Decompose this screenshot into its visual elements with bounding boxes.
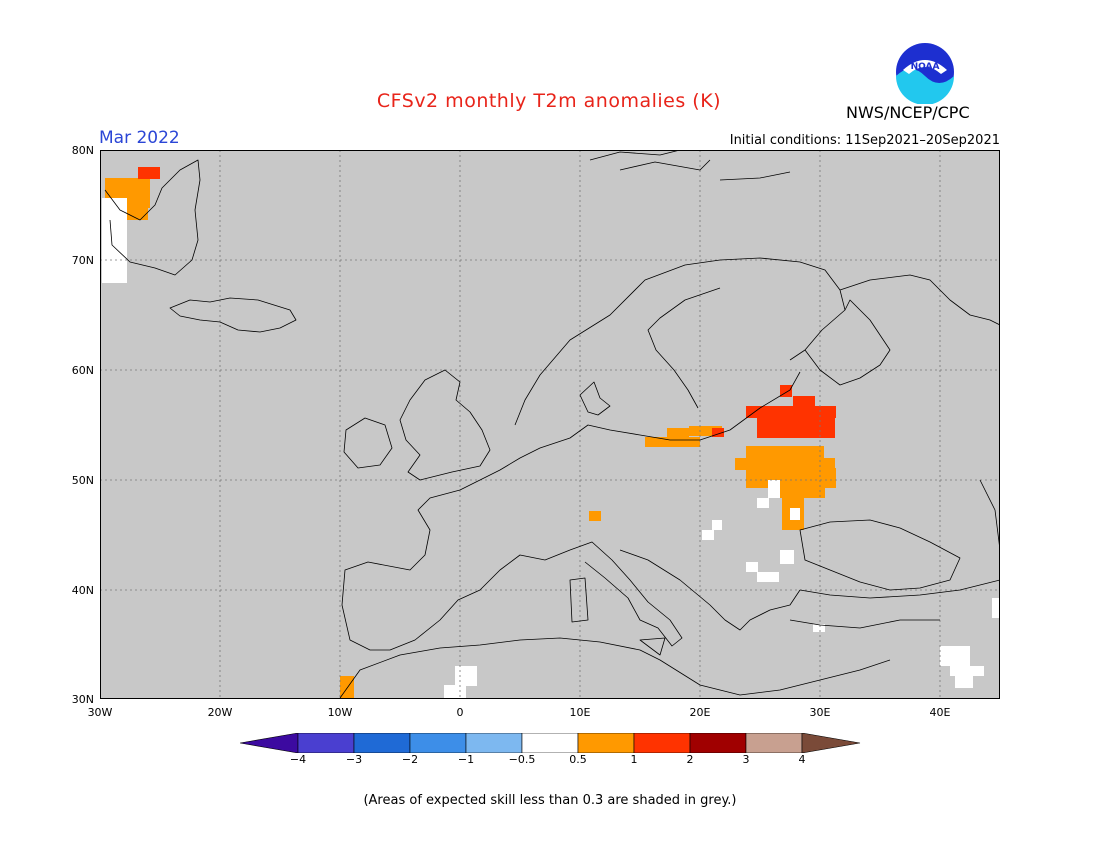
lat-label-30n: 30N xyxy=(71,693,94,706)
lat-label-80n: 80N xyxy=(71,144,94,157)
colorbar-label: −4 xyxy=(289,753,307,766)
colorbar-label: 0.5 xyxy=(569,753,587,766)
chart-title: CFSv2 monthly T2m anomalies (K) xyxy=(376,90,722,112)
colorbar-bin xyxy=(745,733,803,753)
colorbar-lower-arrow xyxy=(240,733,299,753)
lat-label-70n: 70N xyxy=(71,254,94,267)
lon-label-40e: 40E xyxy=(929,706,951,719)
colorbar-upper-arrow xyxy=(801,733,861,753)
anomaly-map xyxy=(100,150,1000,699)
colorbar-label: −0.5 xyxy=(508,753,536,766)
lon-label-0: 0 xyxy=(456,706,464,719)
lat-label-50n: 50N xyxy=(71,474,94,487)
noaa-logo: NOAA xyxy=(894,41,956,104)
month-label: Mar 2022 xyxy=(99,128,180,148)
colorbar-label: 2 xyxy=(686,753,694,766)
skill-footnote: (Areas of expected skill less than 0.3 a… xyxy=(363,793,737,808)
lon-label-10e: 10E xyxy=(569,706,591,719)
colorbar-label: −3 xyxy=(345,753,363,766)
colorbar-bin xyxy=(353,733,411,753)
colorbar-bin xyxy=(577,733,635,753)
colorbar xyxy=(240,733,861,753)
lat-label-60n: 60N xyxy=(71,364,94,377)
coastlines xyxy=(104,150,1000,699)
colorbar-bin xyxy=(689,733,747,753)
initial-conditions: Initial conditions: 11Sep2021–20Sep2021 xyxy=(729,133,1000,148)
colorbar-bin xyxy=(633,733,691,753)
lon-label-30e: 30E xyxy=(809,706,831,719)
colorbar-bin xyxy=(297,733,355,753)
colorbar-bin xyxy=(409,733,467,753)
lon-label-10w: 10W xyxy=(327,706,353,719)
lon-label-30w: 30W xyxy=(87,706,113,719)
lon-label-20e: 20E xyxy=(689,706,711,719)
graticule xyxy=(100,150,1000,699)
noaa-logo-text: NOAA xyxy=(911,62,940,72)
colorbar-label: 3 xyxy=(742,753,750,766)
colorbar-label: 4 xyxy=(798,753,806,766)
map-background xyxy=(100,150,1000,699)
colorbar-label: −2 xyxy=(401,753,419,766)
lat-label-40n: 40N xyxy=(71,584,94,597)
anomaly-cells xyxy=(102,167,1000,699)
agency-label: NWS/NCEP/CPC xyxy=(846,103,970,122)
lon-label-20w: 20W xyxy=(207,706,233,719)
colorbar-bin xyxy=(465,733,523,753)
colorbar-bin xyxy=(521,733,579,753)
colorbar-label: −1 xyxy=(457,753,475,766)
colorbar-label: 1 xyxy=(630,753,638,766)
